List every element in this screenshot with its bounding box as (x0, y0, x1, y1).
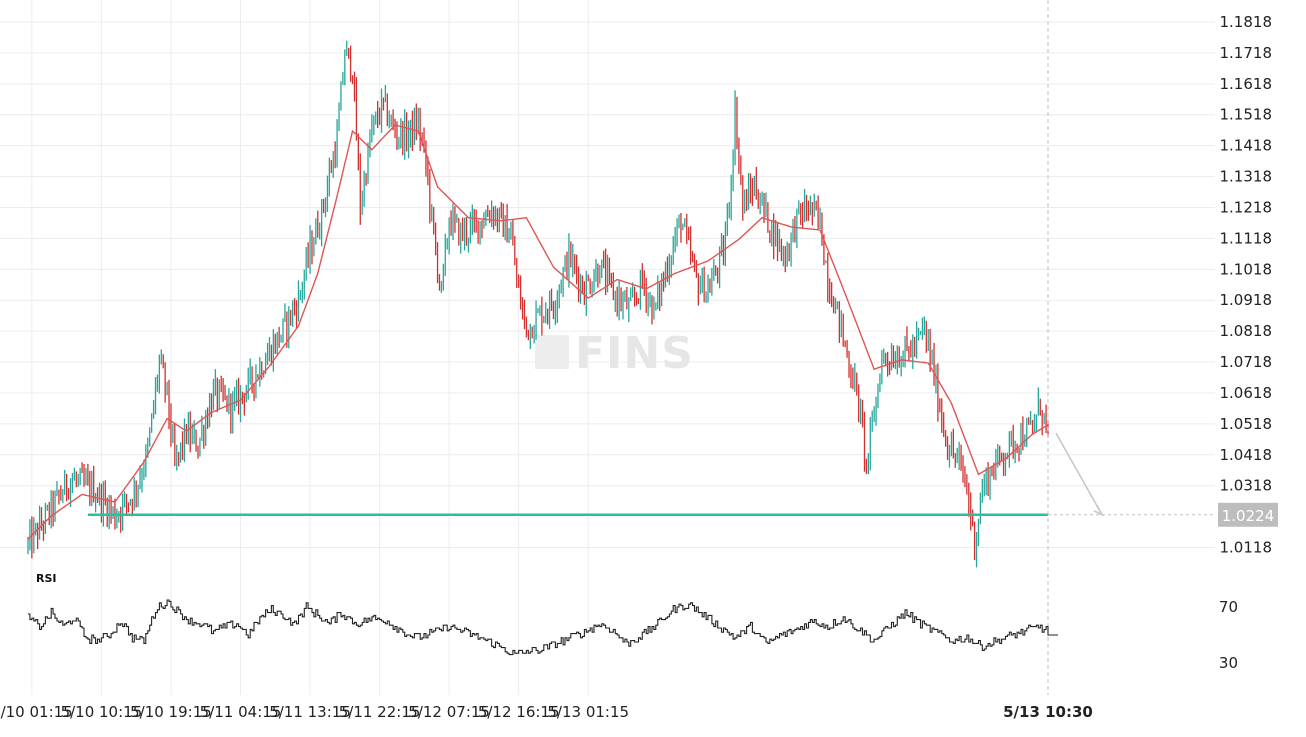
price-tick-label: 1.1318 (1220, 168, 1273, 186)
projection-arrow (1055, 432, 1104, 517)
time-tick-label: 5/11 04:15 (200, 703, 282, 721)
price-tick-label: 1.1518 (1220, 106, 1273, 124)
price-tick-label: 1.1218 (1220, 198, 1273, 216)
time-tick-label: 5/13 01:15 (547, 703, 629, 721)
time-tick-label: 5/10 10:15 (61, 703, 143, 721)
time-tick-label: 5/11 22:15 (339, 703, 421, 721)
price-tick-label: 1.1718 (1220, 44, 1273, 62)
current-price-tag: 1.0224 (1218, 502, 1278, 527)
price-tick-label: 1.0618 (1220, 384, 1273, 402)
time-tick-label: 5/11 13:15 (269, 703, 351, 721)
time-tick-label: 5/12 16:15 (478, 703, 560, 721)
rsi-tick-label: 30 (1219, 654, 1238, 672)
watermark-logo (535, 335, 569, 369)
time-axis: 5/10 01:155/10 10:155/10 19:155/11 04:15… (0, 703, 1093, 721)
price-tick-label: 1.0118 (1220, 539, 1273, 557)
time-tick-label: 5/10 19:15 (130, 703, 212, 721)
price-tick-label: 1.1118 (1220, 229, 1273, 247)
watermark: FINS (575, 328, 694, 379)
current-time-label: 5/13 10:30 (1003, 703, 1093, 721)
price-tick-label: 1.0418 (1220, 446, 1273, 464)
moving-average-path (27, 124, 1049, 540)
projection-arrow-line (1055, 432, 1103, 516)
chart-grid (0, 0, 1215, 695)
time-tick-label: 5/12 07:15 (408, 703, 490, 721)
rsi-path (28, 599, 1058, 656)
rsi-line (28, 599, 1058, 656)
price-tag-value: 1.0224 (1222, 507, 1275, 525)
price-tick-label: 1.0918 (1220, 291, 1273, 309)
time-tick-label: 5/10 01:15 (0, 703, 73, 721)
moving-average-line (27, 124, 1049, 540)
rsi-tick-label: 70 (1219, 598, 1238, 616)
price-tick-label: 1.1618 (1220, 75, 1273, 93)
rsi-axis: 70 30 (1219, 598, 1238, 672)
candlestick-series (27, 40, 1049, 568)
price-tick-label: 1.0718 (1220, 353, 1273, 371)
projection-arrow-head (1093, 505, 1104, 517)
price-axis: 1.1818 1.1718 1.1618 1.1518 1.1418 1.1318 1.12… (1220, 13, 1273, 557)
price-tick-label: 1.1818 (1220, 13, 1273, 31)
price-tag-background (1218, 502, 1278, 527)
price-tick-label: 1.1418 (1220, 137, 1273, 155)
price-tick-label: 1.0818 (1220, 322, 1273, 340)
price-tick-label: 1.1018 (1220, 260, 1273, 278)
price-tick-label: 1.0518 (1220, 415, 1273, 433)
price-tick-label: 1.0318 (1220, 477, 1273, 495)
rsi-panel-title: RSI (36, 572, 57, 585)
